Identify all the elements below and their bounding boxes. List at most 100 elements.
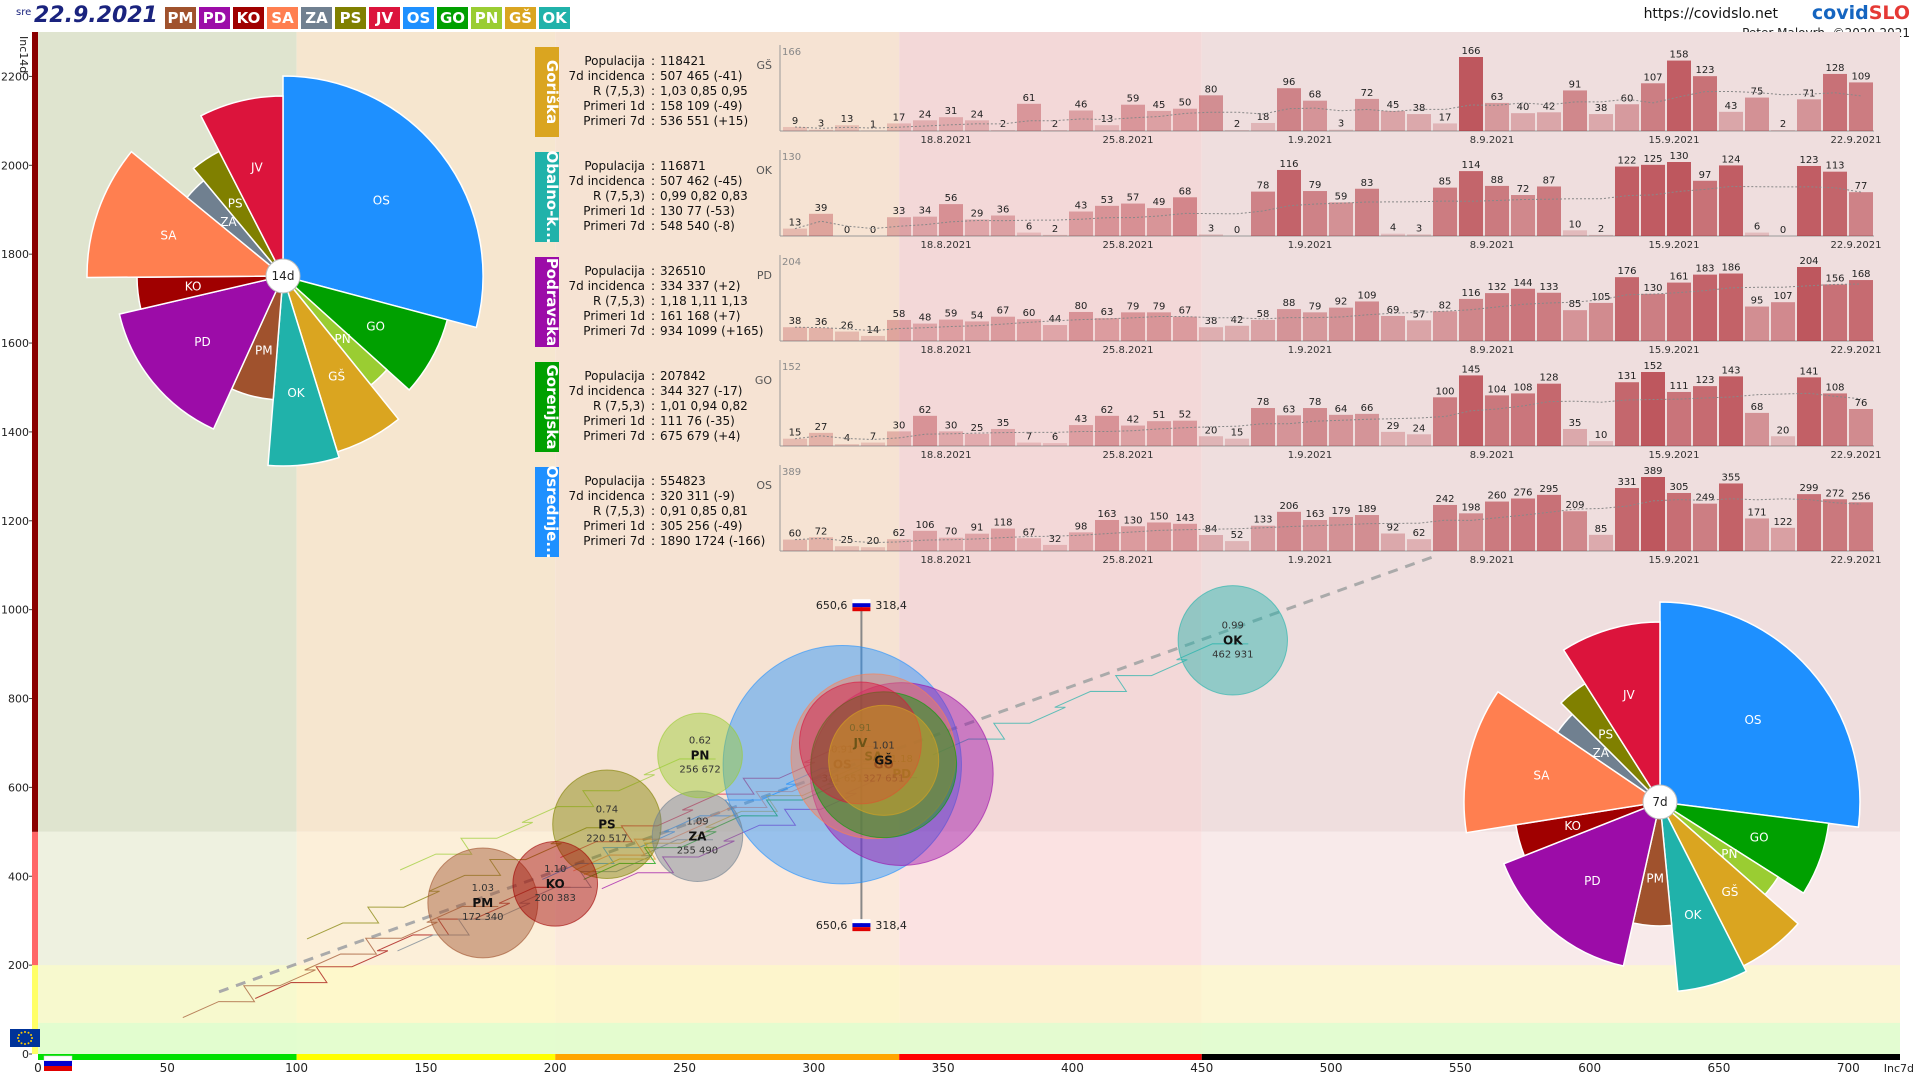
daily-bar[interactable]: [1589, 441, 1613, 446]
daily-bar[interactable]: [1589, 534, 1613, 551]
daily-bar[interactable]: [1381, 315, 1405, 341]
daily-bar[interactable]: [939, 204, 963, 236]
bubble-ko[interactable]: 1.10 KO 200 383: [512, 840, 599, 927]
daily-bar[interactable]: [1069, 532, 1093, 551]
daily-bar[interactable]: [1355, 515, 1379, 551]
daily-bar[interactable]: [835, 546, 859, 551]
daily-bar[interactable]: [1329, 307, 1353, 341]
daily-bar[interactable]: [1329, 202, 1353, 236]
daily-bar[interactable]: [913, 530, 937, 551]
daily-bar[interactable]: [1303, 191, 1327, 236]
daily-bar[interactable]: [1251, 319, 1275, 341]
daily-bar[interactable]: [1485, 395, 1509, 446]
daily-bar[interactable]: [1615, 488, 1639, 551]
daily-bar[interactable]: [1511, 498, 1535, 551]
daily-bar[interactable]: [1459, 298, 1483, 341]
daily-bar[interactable]: [1069, 110, 1093, 131]
pie-slice-go[interactable]: [1659, 801, 1830, 895]
pie-slice-ok[interactable]: [267, 275, 341, 467]
daily-bar[interactable]: [1641, 83, 1665, 131]
daily-bar[interactable]: [1823, 393, 1847, 446]
daily-bar[interactable]: [1797, 165, 1821, 236]
daily-bar[interactable]: [1303, 312, 1327, 341]
daily-bar[interactable]: [1537, 186, 1561, 236]
daily-bar[interactable]: [1667, 60, 1691, 131]
legend-chip-sa[interactable]: SA: [267, 7, 298, 29]
daily-bar[interactable]: [1433, 123, 1457, 131]
daily-bar[interactable]: [1095, 519, 1119, 551]
daily-bar[interactable]: [1849, 409, 1873, 446]
daily-bar[interactable]: [861, 442, 885, 446]
daily-bar[interactable]: [1017, 538, 1041, 551]
daily-bar[interactable]: [1277, 169, 1301, 236]
daily-bar[interactable]: [1693, 76, 1717, 131]
daily-bar[interactable]: [1199, 436, 1223, 446]
daily-bar[interactable]: [1823, 284, 1847, 341]
daily-bar[interactable]: [783, 327, 807, 341]
daily-bar[interactable]: [1745, 518, 1769, 551]
daily-bar[interactable]: [1537, 494, 1561, 551]
legend-chip-ok[interactable]: OK: [539, 7, 570, 29]
daily-bar[interactable]: [809, 129, 833, 131]
daily-bar[interactable]: [1589, 234, 1613, 236]
daily-bar[interactable]: [1719, 165, 1743, 236]
daily-bar[interactable]: [1459, 57, 1483, 131]
bubble-pd[interactable]: 1.18 PD: [809, 682, 994, 866]
daily-bar[interactable]: [939, 537, 963, 551]
daily-bar[interactable]: [1251, 408, 1275, 446]
daily-bar[interactable]: [1199, 234, 1223, 236]
daily-bar[interactable]: [1173, 523, 1197, 551]
daily-bar[interactable]: [1667, 282, 1691, 341]
bubble-pn[interactable]: 0.62 PN 256 672: [657, 712, 743, 799]
pie-slice-pd[interactable]: [118, 274, 285, 430]
daily-bar[interactable]: [1043, 234, 1067, 236]
daily-bar[interactable]: [1303, 519, 1327, 551]
pie-slice-go[interactable]: [282, 275, 449, 391]
daily-bar[interactable]: [1407, 434, 1431, 446]
daily-bar[interactable]: [1745, 232, 1769, 236]
daily-bar[interactable]: [1433, 397, 1457, 446]
daily-bar[interactable]: [1485, 501, 1509, 551]
pie-slice-sa[interactable]: [1463, 690, 1662, 834]
legend-chip-gš[interactable]: GŠ: [505, 7, 536, 29]
daily-bar[interactable]: [1147, 421, 1171, 446]
daily-bar[interactable]: [1303, 408, 1327, 446]
daily-bar[interactable]: [965, 321, 989, 341]
daily-bar[interactable]: [1121, 526, 1145, 551]
daily-bar[interactable]: [1381, 110, 1405, 131]
daily-bar[interactable]: [1251, 191, 1275, 236]
daily-bar[interactable]: [1407, 114, 1431, 131]
daily-bar[interactable]: [1537, 112, 1561, 131]
daily-bar[interactable]: [1771, 130, 1795, 131]
daily-bar[interactable]: [835, 444, 859, 446]
daily-bar[interactable]: [1381, 233, 1405, 236]
pie-slice-os[interactable]: [282, 75, 484, 329]
daily-bar[interactable]: [1537, 383, 1561, 446]
daily-bar[interactable]: [1043, 325, 1067, 341]
pie-slice-os[interactable]: [1659, 601, 1861, 828]
bubble-pm[interactable]: 1.03 PM 172 340: [427, 847, 539, 959]
daily-bar[interactable]: [1121, 104, 1145, 131]
daily-bar[interactable]: [1407, 234, 1431, 236]
daily-bar[interactable]: [1823, 499, 1847, 551]
daily-bar[interactable]: [1485, 185, 1509, 236]
daily-bar[interactable]: [1355, 188, 1379, 236]
daily-bar[interactable]: [1615, 166, 1639, 236]
legend-chip-go[interactable]: GO: [437, 7, 468, 29]
daily-bar[interactable]: [991, 528, 1015, 551]
daily-bar[interactable]: [1173, 108, 1197, 131]
daily-bar[interactable]: [1849, 82, 1873, 131]
daily-bar[interactable]: [809, 327, 833, 341]
daily-bar[interactable]: [1121, 312, 1145, 341]
daily-bar[interactable]: [1225, 541, 1249, 551]
daily-bar[interactable]: [1719, 273, 1743, 341]
daily-bar[interactable]: [1277, 88, 1301, 131]
daily-bar[interactable]: [913, 323, 937, 341]
daily-bar[interactable]: [1615, 382, 1639, 446]
daily-bar[interactable]: [1433, 504, 1457, 551]
daily-bar[interactable]: [1667, 391, 1691, 446]
daily-bar[interactable]: [783, 228, 807, 236]
daily-bar[interactable]: [1069, 311, 1093, 341]
daily-bar[interactable]: [913, 120, 937, 131]
